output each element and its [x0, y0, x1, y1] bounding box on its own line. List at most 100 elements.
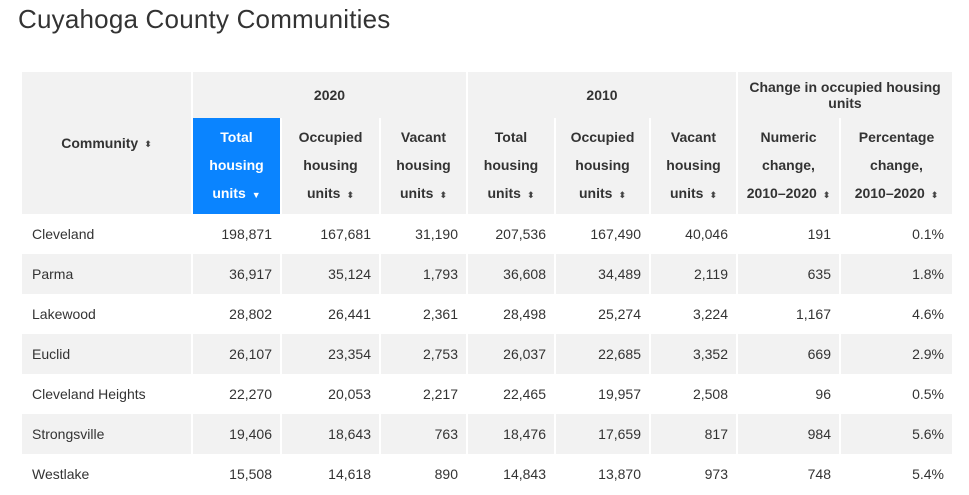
cell-occupied-housing-2020: 14,618 — [328, 466, 371, 482]
column-header-percentage-change[interactable]: Percentage change, 2010–2020 ⬍ — [841, 118, 952, 214]
sort-icon[interactable]: ⬍ — [618, 189, 626, 200]
cell-vacant-housing-2010: 3,352 — [651, 334, 736, 374]
column-header-line: Vacant — [400, 129, 447, 146]
community-name-cell: Cleveland — [32, 226, 95, 242]
column-header-label: Community — [61, 135, 139, 151]
column-header-label: 2010–2020 — [854, 185, 925, 202]
table-row: Euclid 26,107 23,354 2,753 26,037 22,685 3,352… — [22, 334, 952, 374]
column-header-label: units — [212, 185, 246, 202]
sort-icon[interactable]: ⬍ — [346, 189, 354, 200]
column-header-line: units ▼ — [201, 179, 272, 208]
cell-numeric-change: 1,167 — [795, 306, 831, 322]
table-row: Cleveland 198,871 167,681 31,190 207,536 167,… — [22, 214, 952, 254]
sort-icon[interactable]: ⬍ — [144, 138, 152, 149]
cell-percentage-change: 0.1% — [912, 226, 944, 242]
column-header-vacant-housing-2010[interactable]: Vacant housing units ⬍ — [651, 118, 736, 214]
column-header-line: change, — [762, 157, 815, 174]
cell-total-housing-2010: 22,465 — [503, 386, 546, 402]
community-name-cell: Westlake — [32, 466, 90, 482]
sort-icon[interactable]: ⬍ — [526, 189, 535, 200]
cell-total-housing-2010: 28,498 — [503, 306, 546, 322]
sort-desc-icon[interactable]: ▼ — [251, 189, 261, 200]
table-row: Cleveland Heights 22,270 20,053 2,217 22,465… — [22, 374, 952, 414]
cell-total-housing-2020: 19,406 — [193, 414, 280, 454]
cell-vacant-housing-2020: 2,217 — [422, 386, 458, 402]
cell-total-housing-2010: 14,843 — [503, 466, 546, 482]
cell-occupied-housing-2010: 34,489 — [556, 254, 649, 294]
cell-vacant-housing-2010: 973 — [704, 466, 728, 482]
column-header-line: units ⬍ — [389, 179, 458, 208]
cell-occupied-housing-2010: 13,870 — [598, 466, 641, 482]
cell-total-housing-2010: 36,608 — [468, 254, 554, 294]
column-header-community[interactable]: Community ⬍ — [22, 72, 191, 214]
column-header-line: housing — [396, 157, 451, 174]
cell-occupied-housing-2010: 22,685 — [556, 334, 649, 374]
cell-vacant-housing-2010: 2,508 — [692, 386, 728, 402]
column-header-label: units — [670, 185, 704, 202]
column-header-label: units — [307, 185, 341, 202]
community-name-cell: Lakewood — [32, 306, 96, 322]
cell-total-housing-2020: 15,508 — [229, 466, 272, 482]
cell-percentage-change: 0.5% — [912, 386, 944, 402]
community-name-cell: Cleveland Heights — [32, 386, 146, 402]
group-header-2010: 2010 — [468, 72, 736, 118]
cell-vacant-housing-2010: 3,224 — [692, 306, 728, 322]
cell-numeric-change: 669 — [738, 334, 839, 374]
cell-percentage-change: 1.8% — [841, 254, 952, 294]
cell-occupied-housing-2020: 20,053 — [328, 386, 371, 402]
column-header-label: 2010–2020 — [746, 185, 817, 202]
cell-vacant-housing-2010: 2,119 — [651, 254, 736, 294]
column-header-line: housing — [483, 157, 539, 174]
community-name-cell: Parma — [22, 254, 191, 294]
column-header-numeric-change[interactable]: Numeric change, 2010–2020 ⬍ — [738, 118, 839, 214]
column-header-line: change, — [870, 157, 923, 174]
column-header-label: units — [487, 185, 521, 202]
cell-vacant-housing-2010: 817 — [651, 414, 736, 454]
column-header-line: 2010–2020 ⬍ — [849, 179, 944, 208]
cell-vacant-housing-2020: 2,753 — [381, 334, 466, 374]
column-header-vacant-housing-2020[interactable]: Vacant housing units ⬍ — [381, 118, 466, 214]
column-header-line: units ⬍ — [476, 179, 546, 208]
cell-percentage-change: 4.6% — [912, 306, 944, 322]
column-header-line: housing — [303, 157, 358, 174]
cell-occupied-housing-2020: 26,441 — [328, 306, 371, 322]
sort-icon[interactable]: ⬍ — [439, 189, 447, 200]
column-header-line: housing — [209, 157, 264, 174]
column-header-occupied-housing-2010[interactable]: Occupied housing units ⬍ — [556, 118, 649, 214]
cell-vacant-housing-2020: 763 — [381, 414, 466, 454]
column-header-line: Total — [494, 129, 528, 146]
column-header-total-housing-2010[interactable]: Total housing units ⬍ — [468, 118, 554, 214]
column-header-line: units ⬍ — [564, 179, 641, 208]
sort-icon[interactable]: ⬍ — [822, 189, 831, 200]
column-header-occupied-housing-2020[interactable]: Occupied housing units ⬍ — [282, 118, 379, 214]
cell-numeric-change: 191 — [807, 226, 831, 242]
table-row: Westlake 15,508 14,618 890 14,843 13,870 973 74… — [22, 454, 952, 494]
column-header-line: Total — [220, 129, 253, 146]
cell-total-housing-2020: 36,917 — [193, 254, 280, 294]
communities-table: Community ⬍ 2020 2010 Change in occupied … — [20, 72, 954, 494]
cell-occupied-housing-2010: 19,957 — [598, 386, 641, 402]
cell-percentage-change: 2.9% — [841, 334, 952, 374]
table-row: Parma 36,917 35,124 1,793 36,608 34,489 2,119 6… — [22, 254, 952, 294]
column-header-line: Occupied — [570, 129, 635, 146]
community-name-cell: Euclid — [22, 334, 191, 374]
community-name-cell: Strongsville — [22, 414, 191, 454]
group-header-2020: 2020 — [193, 72, 466, 118]
column-header-label: units — [400, 185, 434, 202]
column-header-line: Percentage — [858, 129, 935, 146]
cell-numeric-change: 984 — [738, 414, 839, 454]
sort-icon[interactable]: ⬍ — [930, 189, 939, 200]
cell-total-housing-2010: 207,536 — [495, 226, 546, 242]
column-header-total-housing-2020[interactable]: Total housing units ▼ — [193, 118, 280, 214]
cell-occupied-housing-2020: 35,124 — [282, 254, 379, 294]
table-row: Lakewood 28,802 26,441 2,361 28,498 25,274 3,2… — [22, 294, 952, 334]
column-header-line: Occupied — [298, 129, 363, 146]
cell-total-housing-2020: 198,871 — [221, 226, 272, 242]
table-row: Strongsville 19,406 18,643 763 18,476 17,659 8… — [22, 414, 952, 454]
cell-total-housing-2020: 28,802 — [229, 306, 272, 322]
cell-vacant-housing-2010: 40,046 — [685, 226, 728, 242]
column-header-line: housing — [575, 157, 630, 174]
sort-icon[interactable]: ⬍ — [709, 189, 717, 200]
column-header-label: units — [579, 185, 613, 202]
cell-occupied-housing-2020: 167,681 — [320, 226, 371, 242]
